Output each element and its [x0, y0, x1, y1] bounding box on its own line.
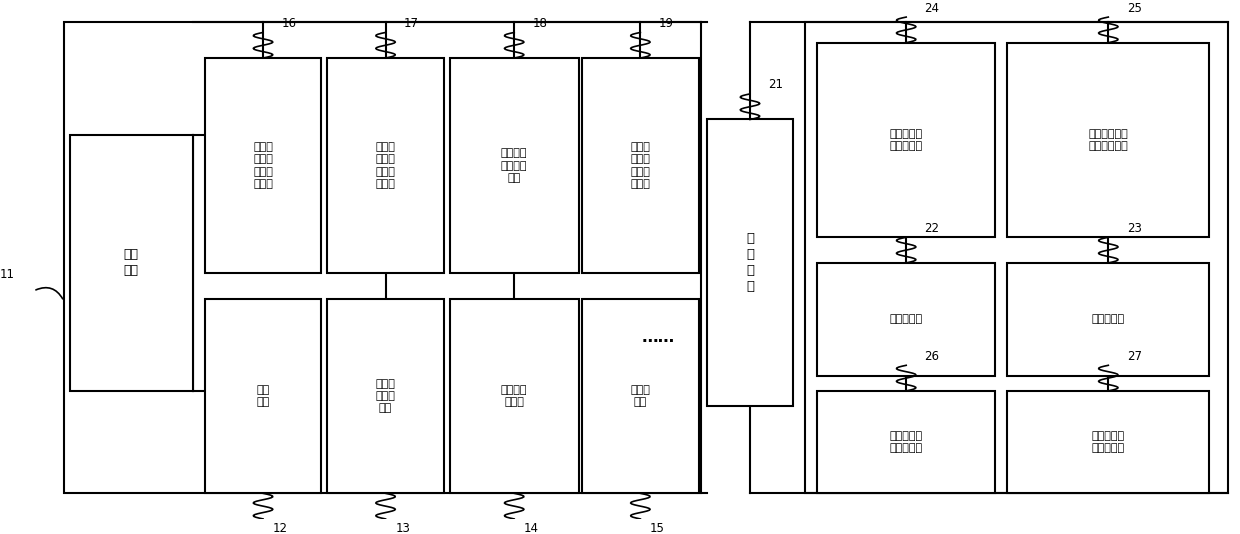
- Text: 27: 27: [1127, 350, 1142, 363]
- Text: 第二报警灯: 第二报警灯: [1091, 314, 1125, 324]
- Text: 12: 12: [273, 522, 288, 534]
- Text: 22: 22: [925, 222, 940, 235]
- FancyBboxPatch shape: [817, 391, 994, 493]
- Bar: [64, 22, 701, 493]
- Text: 第二电流型
继电器线圈: 第二电流型 继电器线圈: [889, 431, 923, 453]
- FancyBboxPatch shape: [817, 263, 994, 375]
- Text: 第三电
流型继
电器常
开触点: 第三电 流型继 电器常 开触点: [630, 142, 650, 189]
- Text: 23: 23: [1127, 222, 1142, 235]
- FancyBboxPatch shape: [205, 58, 321, 273]
- Text: 14: 14: [525, 522, 539, 534]
- FancyBboxPatch shape: [450, 299, 579, 493]
- Text: 11: 11: [0, 268, 15, 281]
- Text: 21: 21: [769, 78, 784, 91]
- Text: 第一电流型继
电器常闭触点: 第一电流型继 电器常闭触点: [1089, 129, 1128, 151]
- FancyBboxPatch shape: [327, 58, 444, 273]
- FancyBboxPatch shape: [327, 299, 444, 493]
- Text: 17: 17: [404, 17, 419, 30]
- FancyBboxPatch shape: [71, 135, 192, 391]
- FancyBboxPatch shape: [1007, 391, 1209, 493]
- Text: 电压型继电
器常闭触点: 电压型继电 器常闭触点: [889, 129, 923, 151]
- FancyBboxPatch shape: [582, 299, 698, 493]
- Text: 第一报警灯: 第一报警灯: [889, 314, 923, 324]
- Text: 第一电流
型继电器
线圈: 第一电流 型继电器 线圈: [501, 148, 527, 183]
- FancyBboxPatch shape: [1007, 43, 1209, 237]
- Text: 13: 13: [396, 522, 410, 534]
- Text: 第二电
流型继
电器常
开触点: 第二电 流型继 电器常 开触点: [253, 142, 273, 189]
- FancyBboxPatch shape: [817, 43, 994, 237]
- FancyBboxPatch shape: [582, 58, 698, 273]
- Bar: [805, 22, 1228, 493]
- Text: 电压型
继电器
线圈: 电压型 继电器 线圈: [376, 379, 396, 413]
- Text: 第三电流型
继电器线圈: 第三电流型 继电器线圈: [1091, 431, 1125, 453]
- Text: 停车
电源: 停车 电源: [124, 248, 139, 277]
- Text: ……: ……: [641, 328, 675, 346]
- Text: 报
警
电
源: 报 警 电 源: [746, 232, 754, 293]
- FancyBboxPatch shape: [707, 120, 792, 406]
- FancyBboxPatch shape: [450, 58, 579, 273]
- Text: 第二电
流型继
电器常
闭触点: 第二电 流型继 电器常 闭触点: [376, 142, 396, 189]
- Text: 紧急停车
电磁阀: 紧急停车 电磁阀: [501, 385, 527, 407]
- Text: 26: 26: [925, 350, 940, 363]
- Text: 19: 19: [658, 17, 673, 30]
- Text: 备用
电源: 备用 电源: [257, 385, 269, 407]
- FancyBboxPatch shape: [1007, 263, 1209, 375]
- Text: 16: 16: [281, 17, 296, 30]
- Text: 15: 15: [650, 522, 665, 534]
- FancyBboxPatch shape: [205, 299, 321, 493]
- Text: 备用电
磁阀: 备用电 磁阀: [630, 385, 650, 407]
- Text: 25: 25: [1127, 2, 1142, 14]
- Text: 18: 18: [532, 17, 547, 30]
- Text: 24: 24: [925, 2, 940, 14]
